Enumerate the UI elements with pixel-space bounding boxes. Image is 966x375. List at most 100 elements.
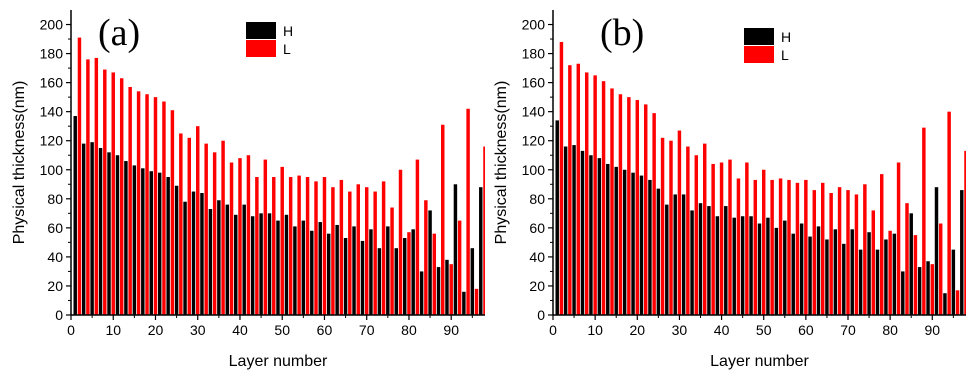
- bar-H-49: [276, 220, 280, 315]
- bar-H-49: [757, 223, 762, 315]
- bar-H-3: [81, 143, 86, 315]
- bar-H-39: [234, 214, 238, 315]
- bar-H-91: [453, 184, 458, 315]
- bar-H-27: [665, 204, 669, 315]
- bar-L-36: [221, 140, 225, 315]
- bar-H-47: [749, 216, 753, 315]
- x-tick-label: 80: [882, 322, 898, 338]
- bar-L-46: [745, 162, 749, 315]
- bar-H-19: [631, 172, 635, 315]
- bar-L-42: [728, 159, 732, 315]
- x-tick-label: 90: [924, 322, 940, 338]
- x-tick-label: 60: [317, 322, 333, 338]
- bar-H-91: [934, 187, 939, 315]
- bar-L-58: [314, 181, 318, 315]
- bar-L-60: [804, 179, 808, 315]
- bar-H-11: [115, 155, 120, 315]
- bar-H-25: [656, 188, 661, 315]
- bar-L-16: [618, 94, 623, 315]
- bar-L-84: [905, 203, 909, 315]
- bar-H-31: [681, 194, 686, 315]
- x-tick-label: 80: [401, 322, 417, 338]
- bar-L-30: [677, 130, 682, 315]
- legend: HL: [744, 28, 791, 63]
- y-tick-label: 100: [522, 162, 546, 178]
- bar-L-28: [187, 137, 192, 315]
- bar-H-43: [250, 216, 255, 315]
- bar-H-77: [394, 248, 399, 315]
- bar-L-4: [86, 59, 90, 315]
- bar-L-80: [407, 232, 411, 315]
- bar-H-63: [816, 226, 821, 315]
- bar-L-36: [702, 143, 707, 315]
- x-axis-title: Layer number: [229, 353, 328, 370]
- bar-L-44: [255, 177, 259, 315]
- x-tick-label: 30: [190, 322, 206, 338]
- bar-L-62: [331, 187, 335, 315]
- bar-H-73: [858, 249, 863, 315]
- bar-H-13: [124, 161, 128, 315]
- bar-L-22: [643, 104, 648, 315]
- bar-H-63: [335, 224, 339, 315]
- bar-H-33: [208, 208, 213, 315]
- y-tick-label: 140: [40, 104, 64, 120]
- y-tick-label: 120: [40, 133, 64, 149]
- bar-L-76: [871, 210, 876, 315]
- bar-L-22: [162, 101, 166, 315]
- bar-L-92: [938, 223, 943, 315]
- bar-H-87: [917, 267, 922, 315]
- legend-swatch-H: [246, 22, 276, 39]
- bar-L-48: [272, 177, 276, 315]
- bar-H-55: [783, 220, 787, 315]
- bar-H-29: [191, 191, 196, 315]
- bar-H-41: [724, 206, 728, 315]
- x-tick-label: 50: [756, 322, 772, 338]
- bar-L-64: [339, 179, 344, 315]
- x-tick-label: 40: [714, 322, 730, 338]
- y-tick-label: 0: [537, 307, 545, 323]
- bar-H-81: [892, 233, 897, 315]
- legend-swatch-H: [744, 28, 774, 45]
- x-axis-title: Layer number: [710, 353, 809, 370]
- bar-H-31: [200, 193, 204, 315]
- y-tick-label: 200: [40, 17, 64, 33]
- x-tick-label: 20: [148, 322, 164, 338]
- y-tick-label: 180: [522, 46, 546, 62]
- bar-H-71: [850, 229, 854, 315]
- y-tick-label: 60: [529, 220, 545, 236]
- bar-H-95: [470, 248, 475, 315]
- y-tick-label: 60: [47, 220, 63, 236]
- x-tick-label: 90: [443, 322, 459, 338]
- bar-H-79: [884, 239, 888, 315]
- y-tick-label: 200: [522, 17, 546, 33]
- bar-L-64: [820, 182, 825, 315]
- legend-label-L: L: [781, 47, 789, 63]
- bar-H-21: [157, 172, 162, 315]
- bar-H-25: [174, 185, 179, 315]
- bar-L-70: [846, 190, 850, 315]
- x-tick-label: 10: [587, 322, 603, 338]
- bar-L-12: [601, 81, 606, 315]
- bar-H-77: [875, 249, 880, 315]
- bar-L-56: [305, 177, 310, 315]
- bar-L-42: [246, 155, 251, 315]
- x-tick-label: 70: [840, 322, 856, 338]
- bar-H-13: [606, 163, 610, 315]
- bar-H-35: [217, 200, 221, 315]
- bar-L-4: [568, 65, 572, 315]
- bar-H-87: [436, 267, 441, 315]
- bar-H-81: [411, 229, 415, 315]
- bar-L-28: [669, 140, 673, 315]
- legend-swatch-L: [744, 46, 774, 63]
- bar-L-96: [474, 288, 479, 315]
- bar-L-76: [390, 207, 394, 315]
- bar-H-89: [445, 259, 449, 315]
- bar-H-75: [386, 226, 390, 315]
- bar-L-84: [424, 200, 428, 315]
- bar-H-85: [909, 213, 913, 315]
- bar-H-39: [715, 216, 720, 315]
- bar-H-65: [825, 239, 829, 315]
- bar-L-14: [128, 86, 132, 315]
- x-tick-label: 30: [672, 322, 688, 338]
- panel-label: (b): [600, 12, 644, 54]
